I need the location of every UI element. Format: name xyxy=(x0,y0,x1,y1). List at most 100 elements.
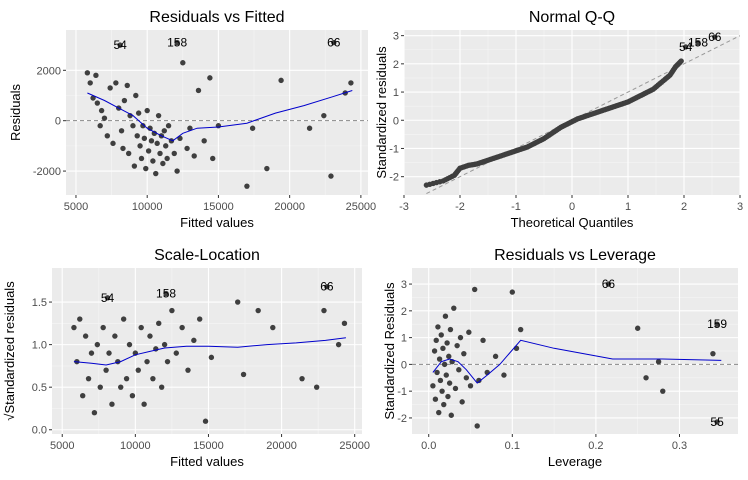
data-point xyxy=(148,138,155,144)
data-point xyxy=(459,399,465,405)
x-tick-label: 3 xyxy=(737,201,743,213)
point-label: 66 xyxy=(320,280,334,294)
data-point xyxy=(191,337,197,344)
data-point xyxy=(513,345,520,352)
data-point xyxy=(169,307,175,314)
data-point xyxy=(109,401,115,407)
x-tick-label: -3 xyxy=(399,201,409,213)
data-point xyxy=(452,385,459,392)
data-point xyxy=(438,332,444,338)
data-point xyxy=(91,410,98,416)
data-point xyxy=(255,307,261,314)
data-point xyxy=(432,396,439,402)
panel-title: Scale-Location xyxy=(154,247,260,264)
labeled-point xyxy=(331,39,337,46)
point-label: 54 xyxy=(679,40,693,54)
data-point xyxy=(348,80,354,86)
point-label: 158 xyxy=(156,287,176,301)
data-point xyxy=(270,324,276,331)
data-point xyxy=(104,133,111,139)
data-point xyxy=(135,367,141,373)
y-tick-label: 1.5 xyxy=(32,297,47,309)
data-point xyxy=(171,150,177,157)
smoother-line xyxy=(73,337,346,366)
y-tick-label: 2 xyxy=(393,59,399,71)
data-point xyxy=(113,80,119,86)
data-point xyxy=(151,130,158,136)
y-tick-label: 3 xyxy=(393,31,399,43)
data-point xyxy=(163,143,169,149)
panel-title: Residuals vs Leverage xyxy=(494,247,656,264)
labeled-point xyxy=(324,284,330,290)
point-label: 66 xyxy=(327,36,341,50)
y-tick-label: -1 xyxy=(389,143,399,155)
data-point xyxy=(439,388,445,394)
data-point xyxy=(158,384,165,390)
data-point xyxy=(140,123,146,129)
y-tick-label: 0 xyxy=(55,116,61,128)
data-point xyxy=(201,138,207,144)
panel-rvl: 0.0 0.1 0.2 0.3 -2 -1 0 1 2 3 66 159 55 Residuals vs … xyxy=(382,247,738,469)
labeled-point xyxy=(682,44,689,50)
data-point xyxy=(100,324,106,331)
data-point xyxy=(210,155,216,162)
data-point xyxy=(240,371,247,378)
data-point xyxy=(161,341,168,348)
data-point xyxy=(144,107,150,114)
data-point xyxy=(103,367,109,373)
point-label: 66 xyxy=(602,277,616,291)
data-point xyxy=(147,125,153,131)
y-tick-label: -1 xyxy=(397,386,407,398)
data-point xyxy=(77,316,83,322)
smoother-line xyxy=(87,90,353,142)
data-point xyxy=(179,324,185,331)
data-point xyxy=(440,345,446,352)
data-point xyxy=(155,112,162,119)
data-point xyxy=(87,80,93,86)
x-tick-label: 20000 xyxy=(266,440,297,452)
x-axis-title: Fitted values xyxy=(180,215,254,230)
labeled-point xyxy=(714,321,720,327)
data-point xyxy=(434,369,440,376)
data-point xyxy=(517,326,524,333)
x-tick-label: 0.3 xyxy=(672,440,687,452)
data-point xyxy=(466,329,472,335)
data-point xyxy=(244,183,250,189)
data-point xyxy=(93,72,99,79)
data-point xyxy=(164,358,171,365)
data-point xyxy=(160,160,166,167)
data-point xyxy=(436,409,442,416)
x-tick-label: 0 xyxy=(569,201,575,213)
labeled-point xyxy=(712,34,718,40)
panel-contents xyxy=(71,284,348,424)
labeled-point xyxy=(163,290,169,297)
data-point xyxy=(442,313,449,319)
data-point xyxy=(94,100,101,106)
data-point xyxy=(655,359,662,365)
y-axis-title: Standardized residuals xyxy=(374,46,389,179)
data-point xyxy=(129,392,136,399)
data-point xyxy=(306,125,313,131)
panel-contents xyxy=(412,281,738,429)
data-point xyxy=(215,123,222,129)
point-label: 159 xyxy=(707,317,727,331)
data-point xyxy=(98,107,105,114)
data-point xyxy=(321,112,327,119)
data-point xyxy=(501,372,507,378)
data-point xyxy=(85,375,92,382)
data-point xyxy=(165,123,172,129)
data-point xyxy=(123,375,130,382)
x-tick-label: 15000 xyxy=(193,440,224,452)
data-point xyxy=(443,372,449,378)
x-tick-label: 10000 xyxy=(120,440,151,452)
data-point xyxy=(112,333,118,339)
panel-background xyxy=(52,268,362,434)
data-point xyxy=(94,341,101,348)
data-point xyxy=(126,341,133,348)
data-point xyxy=(118,128,125,134)
data-point xyxy=(141,135,148,142)
y-tick-label: 3 xyxy=(401,279,407,291)
data-point xyxy=(463,375,470,381)
